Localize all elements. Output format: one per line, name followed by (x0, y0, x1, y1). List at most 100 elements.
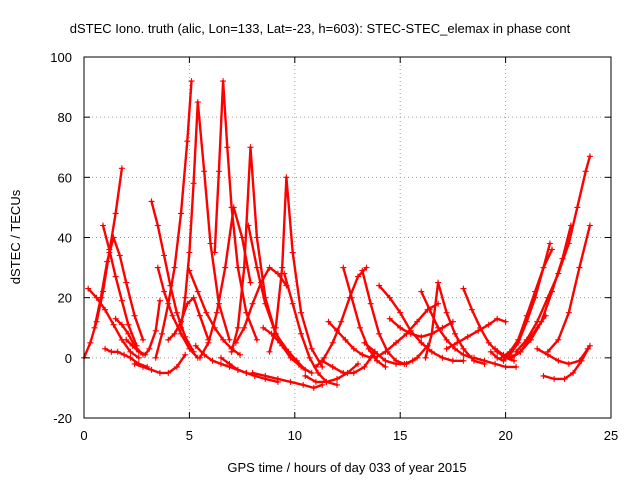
data-point (234, 324, 241, 331)
y-tick-label: 0 (65, 351, 72, 366)
series-19-track (247, 224, 313, 375)
data-point (359, 351, 366, 358)
data-point (161, 252, 168, 259)
data-point (576, 264, 583, 271)
data-point (492, 345, 499, 352)
data-point (544, 348, 551, 355)
data-point (386, 315, 393, 322)
data-point (194, 99, 201, 106)
data-point (258, 279, 265, 286)
data-point (298, 330, 305, 337)
data-point (118, 165, 125, 172)
data-point (371, 348, 378, 355)
series-28-track (342, 266, 387, 369)
data-point (123, 279, 130, 286)
data-point (350, 345, 357, 352)
data-point (87, 339, 94, 346)
data-point (555, 336, 562, 343)
data-point (293, 357, 300, 364)
series-15-track (213, 79, 259, 341)
y-tick-label: 60 (58, 170, 72, 185)
data-point (182, 294, 189, 301)
data-point (452, 345, 458, 352)
data-point (334, 375, 340, 382)
data-point (102, 345, 109, 352)
data-point (154, 222, 161, 229)
data-point (481, 357, 488, 364)
data-point (178, 330, 184, 337)
data-point (100, 222, 106, 229)
data-point (546, 240, 553, 247)
data-point (393, 339, 399, 346)
data-point (194, 288, 201, 295)
data-point (308, 369, 315, 376)
data-point (110, 321, 117, 328)
data-point (234, 366, 241, 373)
data-point (418, 288, 425, 295)
data-point (570, 369, 577, 376)
data-point (114, 348, 121, 355)
data-point (426, 306, 433, 313)
data-point (393, 360, 399, 367)
data-point (215, 168, 222, 175)
data-point (178, 324, 184, 331)
data-point (186, 267, 193, 274)
chart-title: dSTEC Iono. truth (alic, Lon=133, Lat=-2… (70, 21, 571, 36)
data-point (422, 354, 429, 361)
data-point (471, 354, 477, 361)
data-point (334, 327, 340, 334)
data-point (382, 357, 389, 364)
data-point (435, 279, 442, 286)
data-point (241, 324, 248, 331)
y-tick-label: 80 (58, 110, 72, 125)
data-point (468, 306, 475, 313)
series-3-track (101, 224, 138, 347)
data-point (464, 333, 471, 340)
data-point (116, 252, 123, 259)
data-point (102, 306, 109, 313)
y-tick-label: 100 (50, 50, 72, 65)
plot-frame (83, 56, 612, 419)
data-point (140, 336, 146, 343)
data-point (319, 357, 326, 364)
data-point (376, 282, 383, 289)
data-point (382, 348, 389, 355)
x-tick-label: 5 (186, 428, 193, 443)
data-point (121, 351, 128, 358)
data-point (135, 348, 142, 355)
data-point (329, 339, 336, 346)
series-36-track (424, 281, 486, 366)
data-point (361, 363, 368, 370)
data-point (443, 345, 450, 352)
data-point (118, 321, 125, 328)
data-point (186, 345, 193, 352)
data-point (565, 309, 572, 316)
data-point (494, 315, 501, 322)
data-point (220, 78, 227, 85)
data-point (315, 369, 321, 376)
x-axis-label: GPS time / hours of day 033 of year 2015 (227, 460, 466, 475)
data-point (289, 249, 296, 256)
series-21-track (262, 326, 307, 372)
data-point (574, 204, 581, 211)
data-point (418, 333, 425, 340)
data-point (142, 351, 149, 358)
data-point (487, 348, 494, 355)
data-point (382, 363, 389, 370)
data-point (319, 363, 326, 370)
data-point (253, 234, 260, 241)
data-point (532, 288, 539, 295)
data-point (173, 363, 180, 370)
data-point (544, 294, 551, 301)
data-point (140, 363, 146, 370)
data-point (129, 342, 136, 349)
data-point (108, 348, 115, 355)
data-point (534, 345, 541, 352)
data-point (209, 357, 216, 364)
series-27-track (321, 350, 377, 375)
data-point (173, 309, 180, 316)
data-point (274, 375, 281, 382)
data-point (156, 369, 163, 376)
data-point (540, 264, 547, 271)
